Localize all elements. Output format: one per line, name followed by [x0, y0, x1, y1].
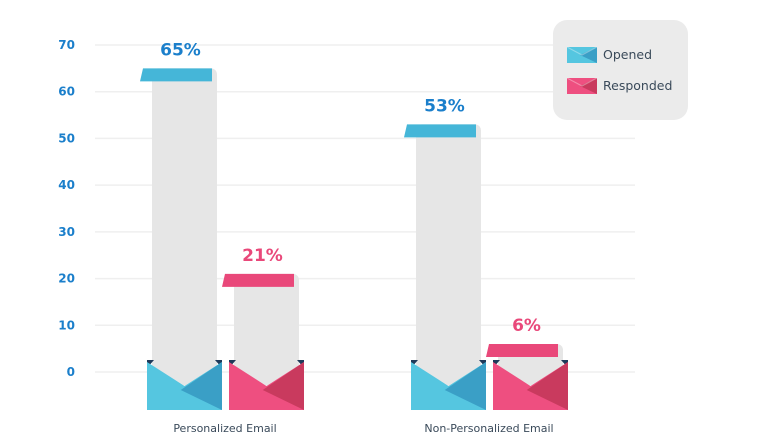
y-tick-label: 10	[58, 318, 75, 332]
bar-paper	[416, 124, 481, 386]
bar-responded-1: 6%	[486, 316, 568, 410]
data-label: 65%	[160, 40, 201, 60]
y-axis-ticks: 0 10 20 30 40 50 60 70	[58, 38, 75, 379]
bar-value-tab	[222, 273, 294, 287]
bar-opened-0: 65%	[140, 40, 222, 410]
data-label: 53%	[424, 96, 465, 116]
legend-item-opened: Opened	[566, 46, 652, 63]
bar-value-tab	[486, 343, 558, 357]
y-tick-label: 0	[67, 365, 75, 379]
legend-box	[553, 20, 688, 120]
y-tick-label: 30	[58, 225, 75, 239]
category-label: Personalized Email	[173, 422, 276, 435]
y-tick-label: 70	[58, 38, 75, 52]
bar-opened-1: 53%	[404, 96, 486, 410]
data-label: 21%	[242, 246, 283, 266]
bar-value-tab	[140, 68, 212, 82]
y-tick-label: 50	[58, 131, 75, 145]
y-tick-label: 60	[58, 85, 75, 99]
envelope-flap	[580, 47, 597, 63]
y-tick-label: 40	[58, 178, 75, 192]
envelope-flap	[580, 78, 597, 94]
data-label: 6%	[512, 316, 541, 336]
envelope-flap	[526, 362, 568, 410]
paper-tip	[257, 380, 276, 386]
bar-value-tab	[404, 124, 476, 138]
paper-tip	[175, 380, 194, 386]
y-tick-label: 20	[58, 272, 75, 286]
envelope-flap	[262, 362, 304, 410]
paper-tip	[521, 380, 540, 386]
legend-label: Responded	[603, 78, 672, 93]
bar-responded-0: 21%	[222, 246, 304, 410]
legend: Opened Responded	[553, 20, 688, 120]
bar-paper	[234, 273, 299, 385]
legend-item-responded: Responded	[566, 77, 672, 94]
bar-paper	[152, 68, 217, 385]
envelope-fold	[566, 46, 598, 56]
bars: 65% 21% 53% 6%	[140, 40, 568, 410]
category-labels: Personalized Email Non-Personalized Email	[173, 422, 553, 435]
envelope-fold	[566, 77, 598, 87]
legend-label: Opened	[603, 47, 652, 62]
category-label: Non-Personalized Email	[424, 422, 553, 435]
envelope-flap	[444, 362, 486, 410]
envelope-flap	[180, 362, 222, 410]
paper-tip	[439, 380, 458, 386]
